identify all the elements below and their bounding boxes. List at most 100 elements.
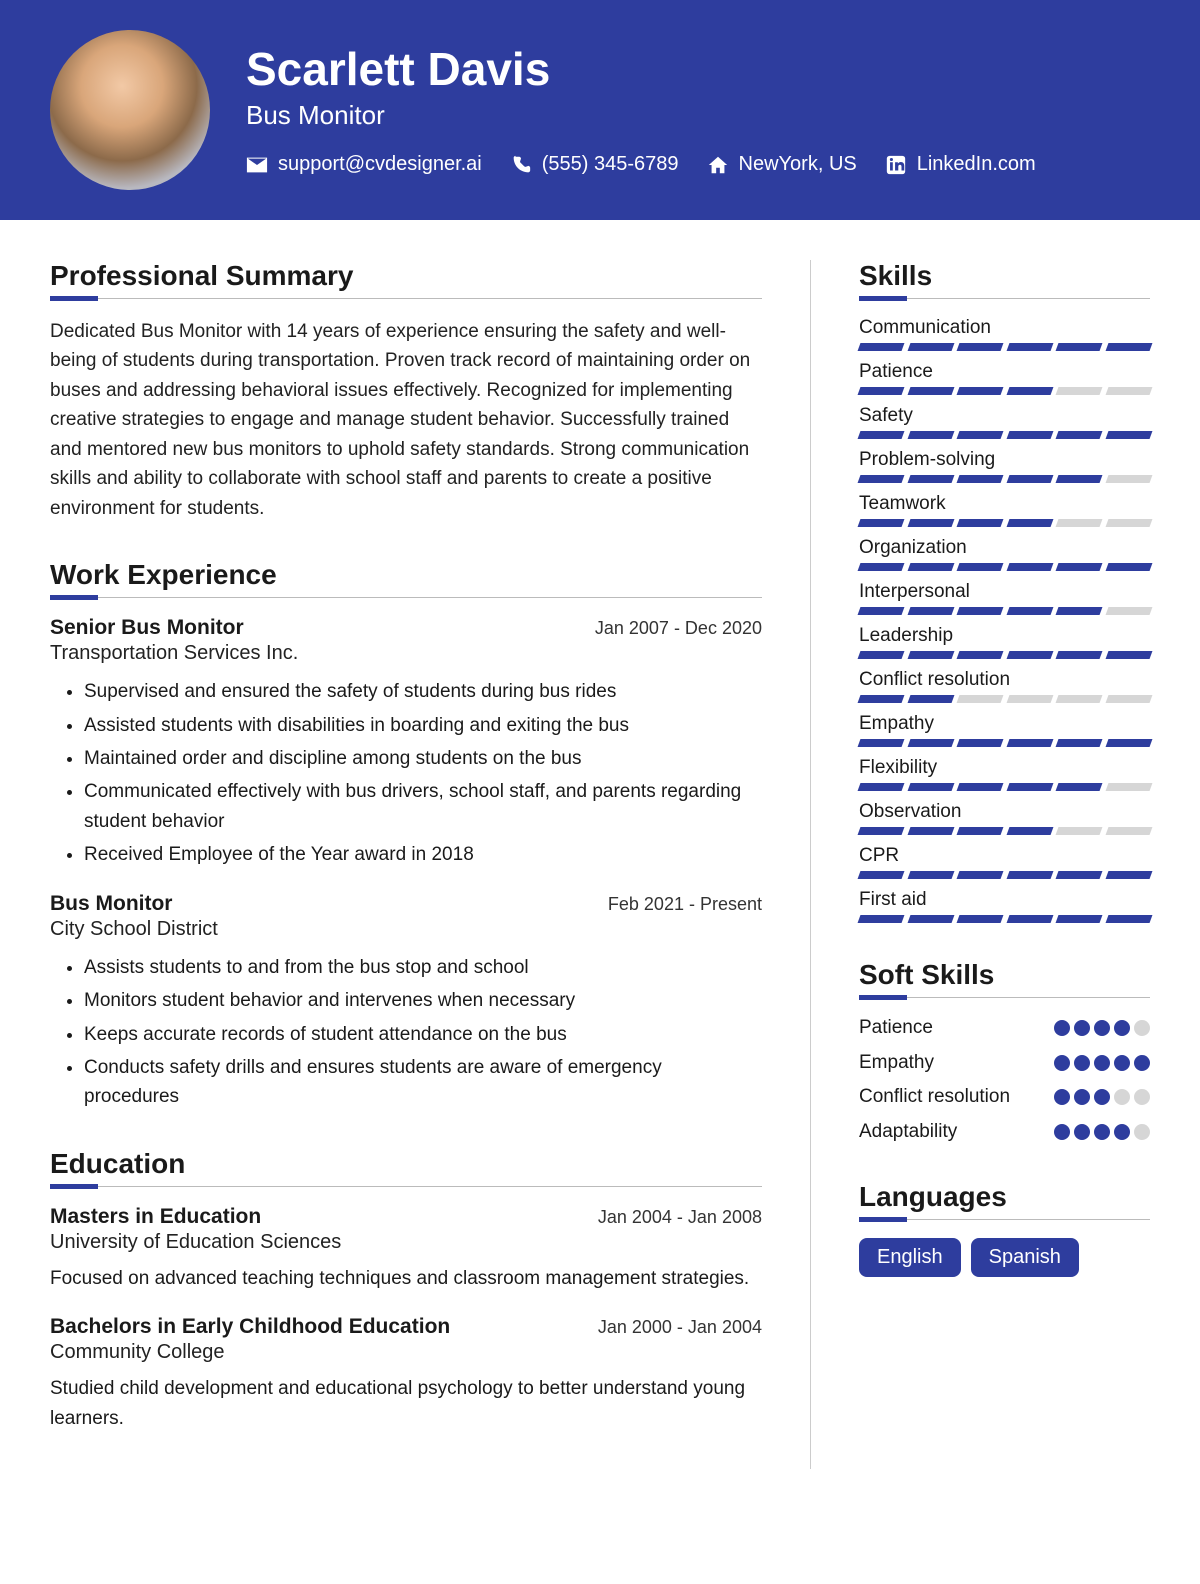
summary-title: Professional Summary	[50, 260, 762, 292]
section-rule	[859, 1219, 1150, 1220]
education-title: Education	[50, 1148, 762, 1180]
work-list: Senior Bus Monitor Jan 2007 - Dec 2020 T…	[50, 616, 762, 1112]
skill-name: Problem-solving	[859, 449, 1150, 471]
rating-dot	[1134, 1089, 1150, 1105]
skill-segment	[1105, 563, 1151, 571]
skill-bar	[859, 651, 1150, 659]
skill-segment	[907, 607, 953, 615]
skill-segment	[907, 739, 953, 747]
contact-row: support@cvdesigner.ai (555) 345-6789 New…	[246, 153, 1036, 176]
skill-name: Leadership	[859, 625, 1150, 647]
home-icon	[707, 154, 729, 176]
skill-segment	[907, 783, 953, 791]
skill-segment	[907, 827, 953, 835]
skill-segment	[957, 387, 1003, 395]
contact-phone[interactable]: (555) 345-6789	[510, 153, 679, 176]
skill-row: Problem-solving	[859, 449, 1150, 483]
skill-segment	[858, 827, 904, 835]
skill-bar	[859, 607, 1150, 615]
skill-segment	[1056, 519, 1102, 527]
skill-segment	[858, 607, 904, 615]
rating-dot	[1134, 1020, 1150, 1036]
skill-segment	[1006, 651, 1052, 659]
skill-segment	[957, 915, 1003, 923]
skill-bar	[859, 783, 1150, 791]
skill-segment	[1105, 431, 1151, 439]
skill-segment	[1056, 387, 1102, 395]
skill-segment	[907, 915, 953, 923]
skill-bar	[859, 871, 1150, 879]
skill-segment	[907, 431, 953, 439]
skill-segment	[907, 563, 953, 571]
job-title: Bus Monitor	[50, 892, 172, 916]
job-block: Bus Monitor Feb 2021 - Present City Scho…	[50, 892, 762, 1112]
body: Professional Summary Dedicated Bus Monit…	[0, 220, 1200, 1529]
skill-segment	[1105, 519, 1151, 527]
skill-segment	[858, 387, 904, 395]
skill-bar	[859, 343, 1150, 351]
skill-segment	[1105, 343, 1151, 351]
education-degree: Masters in Education	[50, 1205, 261, 1229]
education-degree: Bachelors in Early Childhood Education	[50, 1315, 450, 1339]
skill-bar	[859, 431, 1150, 439]
email-text: support@cvdesigner.ai	[278, 153, 482, 176]
skill-segment	[1006, 563, 1052, 571]
skill-segment	[858, 783, 904, 791]
rating-dot	[1114, 1124, 1130, 1140]
section-rule	[859, 298, 1150, 299]
job-block: Senior Bus Monitor Jan 2007 - Dec 2020 T…	[50, 616, 762, 870]
person-name: Scarlett Davis	[246, 44, 1036, 95]
skill-row: Patience	[859, 361, 1150, 395]
skill-bar	[859, 475, 1150, 483]
skill-row: Empathy	[859, 713, 1150, 747]
skill-segment	[1056, 739, 1102, 747]
contact-linkedin[interactable]: LinkedIn.com	[885, 153, 1036, 176]
softskill-name: Adaptability	[859, 1120, 957, 1145]
skill-segment	[1056, 651, 1102, 659]
skill-name: Communication	[859, 317, 1150, 339]
job-dates: Jan 2007 - Dec 2020	[575, 618, 762, 639]
job-bullet: Maintained order and discipline among st…	[84, 744, 762, 773]
softskill-name: Patience	[859, 1016, 933, 1041]
skill-segment	[1006, 783, 1052, 791]
education-list: Masters in Education Jan 2004 - Jan 2008…	[50, 1205, 762, 1433]
language-pills: EnglishSpanish	[859, 1238, 1150, 1277]
skill-bar	[859, 739, 1150, 747]
skill-segment	[1105, 915, 1151, 923]
education-block: Bachelors in Early Childhood Education J…	[50, 1315, 762, 1433]
rating-dot	[1094, 1055, 1110, 1071]
skill-segment	[1105, 651, 1151, 659]
softskills-list: Patience Empathy Conflict resolution Ada…	[859, 1016, 1150, 1145]
skill-segment	[1006, 431, 1052, 439]
job-company: Transportation Services Inc.	[50, 642, 762, 665]
summary-text: Dedicated Bus Monitor with 14 years of e…	[50, 317, 762, 523]
skills-section: Skills Communication Patience Safety Pro…	[859, 260, 1150, 923]
contact-location[interactable]: NewYork, US	[707, 153, 857, 176]
skill-segment	[907, 871, 953, 879]
skill-row: Communication	[859, 317, 1150, 351]
softskills-section: Soft Skills Patience Empathy Conflict re…	[859, 959, 1150, 1145]
contact-email[interactable]: support@cvdesigner.ai	[246, 153, 482, 176]
section-rule	[859, 997, 1150, 998]
skill-bar	[859, 695, 1150, 703]
skill-segment	[1105, 695, 1151, 703]
education-section: Education Masters in Education Jan 2004 …	[50, 1148, 762, 1433]
skill-segment	[858, 651, 904, 659]
skill-segment	[1056, 695, 1102, 703]
education-block: Masters in Education Jan 2004 - Jan 2008…	[50, 1205, 762, 1293]
skill-bar	[859, 563, 1150, 571]
skill-segment	[1006, 475, 1052, 483]
skill-segment	[907, 519, 953, 527]
skill-segment	[957, 563, 1003, 571]
softskill-row: Adaptability	[859, 1120, 1150, 1145]
education-desc: Focused on advanced teaching techniques …	[50, 1264, 762, 1293]
summary-section: Professional Summary Dedicated Bus Monit…	[50, 260, 762, 523]
skill-segment	[957, 651, 1003, 659]
skill-segment	[858, 563, 904, 571]
skill-segment	[1056, 871, 1102, 879]
person-title: Bus Monitor	[246, 100, 1036, 131]
rating-dot	[1074, 1020, 1090, 1036]
languages-title: Languages	[859, 1181, 1150, 1213]
job-title: Senior Bus Monitor	[50, 616, 244, 640]
rating-dot	[1074, 1124, 1090, 1140]
